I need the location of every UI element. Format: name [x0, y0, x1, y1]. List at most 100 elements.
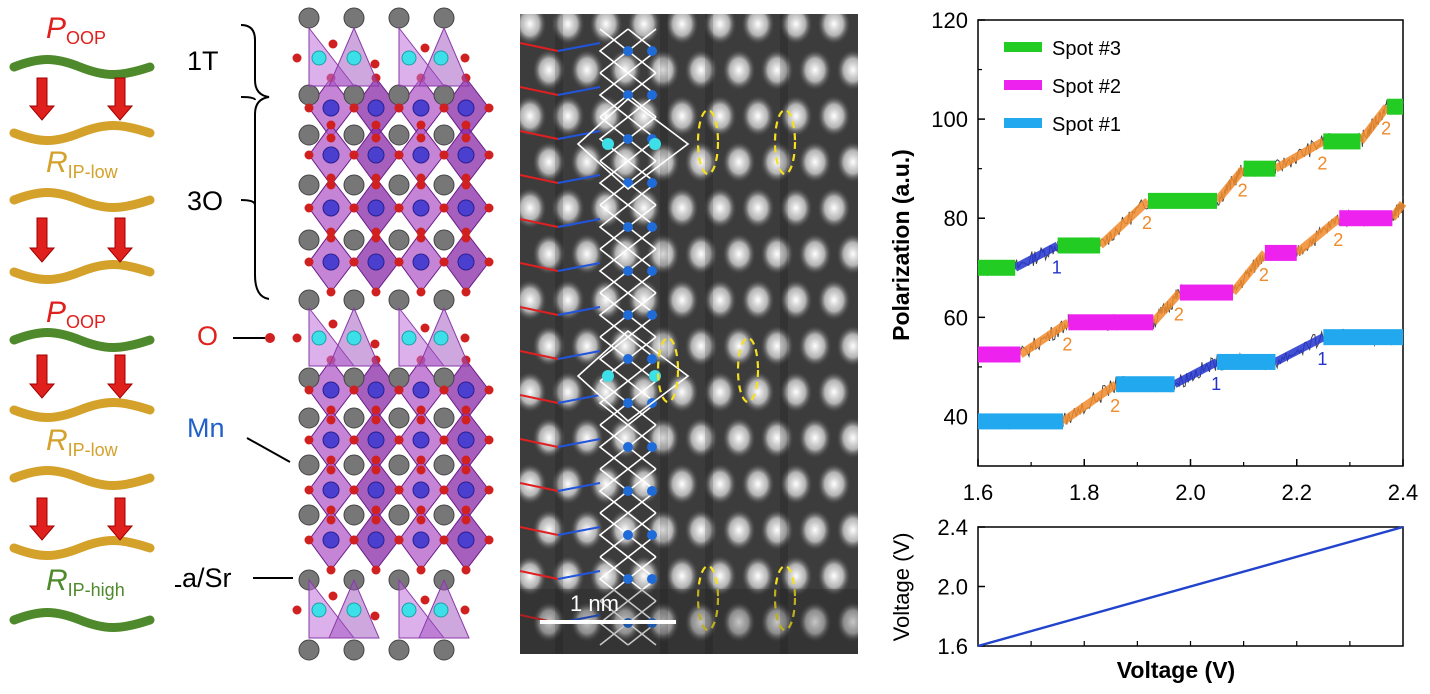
atom-column [684, 417, 718, 459]
layer-label: POOP [46, 296, 106, 332]
la-sr-atom [433, 407, 455, 429]
brace-bracket [240, 96, 256, 101]
la-sr-atom [433, 124, 455, 146]
atom-column [703, 555, 737, 597]
la-sr-atom [388, 454, 410, 476]
o-atom [371, 465, 381, 475]
arrow-down-icon [106, 354, 134, 399]
plateau-bar [1057, 237, 1101, 254]
atom-column [779, 279, 813, 321]
o-atom [416, 565, 426, 575]
o-atom [371, 565, 381, 575]
o-atom [349, 203, 359, 213]
la-sr-atom [343, 229, 365, 251]
o-atom [484, 535, 494, 545]
o-atom [326, 405, 336, 415]
atom-column [665, 371, 699, 413]
mn-marker [647, 310, 657, 320]
o-atom [484, 257, 494, 267]
ramp-segment [1013, 241, 1060, 272]
o-atom [416, 405, 426, 415]
la-sr-atom [433, 229, 455, 251]
atom-column [589, 371, 623, 413]
wave-schematic: POOP RIP-low POOP RIP-low RIP-high [9, 12, 155, 632]
o-atom [461, 505, 471, 515]
o-atom [484, 150, 494, 160]
la-sr-atom [388, 407, 410, 429]
o-atom [394, 435, 404, 445]
brace-bracket [240, 24, 270, 300]
plateau-bar [1116, 376, 1175, 393]
contrast-band [555, 14, 563, 654]
contrast-band [660, 14, 668, 654]
atom-column [722, 233, 756, 275]
x-tick-label: 1.6 [963, 480, 994, 505]
cyan-atom [311, 330, 327, 346]
y-tick-label: 40 [944, 404, 968, 429]
brace-label-1t: 1T [187, 46, 219, 76]
ramp-label: 2 [1259, 265, 1269, 285]
la-sr-atom [433, 639, 455, 661]
o-atom [371, 180, 381, 190]
atom-column [551, 14, 585, 45]
la-sr-atom [298, 124, 320, 146]
o-atom [484, 203, 494, 213]
atom-column [627, 14, 661, 45]
o-atom [439, 385, 449, 395]
ramp-segment [1357, 104, 1391, 144]
o-atom [394, 103, 404, 113]
layer-label: RIP-low [46, 424, 119, 460]
atom-column [665, 555, 699, 597]
atom-column [551, 555, 585, 597]
atom-column [684, 49, 718, 91]
o-atom [461, 565, 471, 575]
o-atom [461, 455, 471, 465]
atom-column [570, 141, 604, 183]
atom-column [798, 49, 832, 91]
la-sr-atom [433, 367, 455, 389]
ramp-label: 1 [1317, 349, 1327, 369]
mn-marker [623, 310, 633, 320]
atom-column [798, 325, 832, 367]
atom-column [703, 463, 737, 505]
o-atom [439, 150, 449, 160]
o-atom [304, 257, 314, 267]
o-atom [371, 405, 381, 415]
ramp-label: 2 [1381, 119, 1391, 139]
cyan-atom [401, 50, 417, 66]
atom-column [646, 233, 680, 275]
o-atom [416, 287, 426, 297]
o-atom [328, 319, 338, 329]
mn-marker [623, 398, 633, 408]
o-atom [326, 120, 336, 130]
atom-column [798, 233, 832, 275]
atom-column [703, 187, 737, 229]
ramp-label: 2 [1333, 230, 1343, 250]
mn-marker [647, 90, 657, 100]
x-tick-label: 2.0 [1175, 480, 1206, 505]
o-atom [326, 505, 336, 515]
mn-marker [623, 354, 633, 364]
atom-column [684, 325, 718, 367]
layer-label: RIP-high [46, 564, 125, 600]
o-atom [292, 333, 302, 343]
cyan-atom [346, 50, 362, 66]
la-sr-atom [298, 7, 320, 29]
la-sr-atom [388, 124, 410, 146]
la-sr-atom [388, 7, 410, 29]
atom-column [589, 279, 623, 321]
la-sr-atom [298, 174, 320, 196]
o-atom [349, 485, 359, 495]
mn-marker [647, 354, 657, 364]
o-atom [371, 120, 381, 130]
la-sr-atom [343, 367, 365, 389]
mn-marker [647, 530, 657, 540]
la-sr-atom [343, 84, 365, 106]
atom-column [798, 141, 832, 183]
atom-column [741, 555, 775, 597]
atom-column [608, 417, 642, 459]
atom-column [741, 463, 775, 505]
mn-atom [457, 99, 475, 117]
mn-atom [322, 381, 340, 399]
pointer-line [246, 437, 291, 463]
